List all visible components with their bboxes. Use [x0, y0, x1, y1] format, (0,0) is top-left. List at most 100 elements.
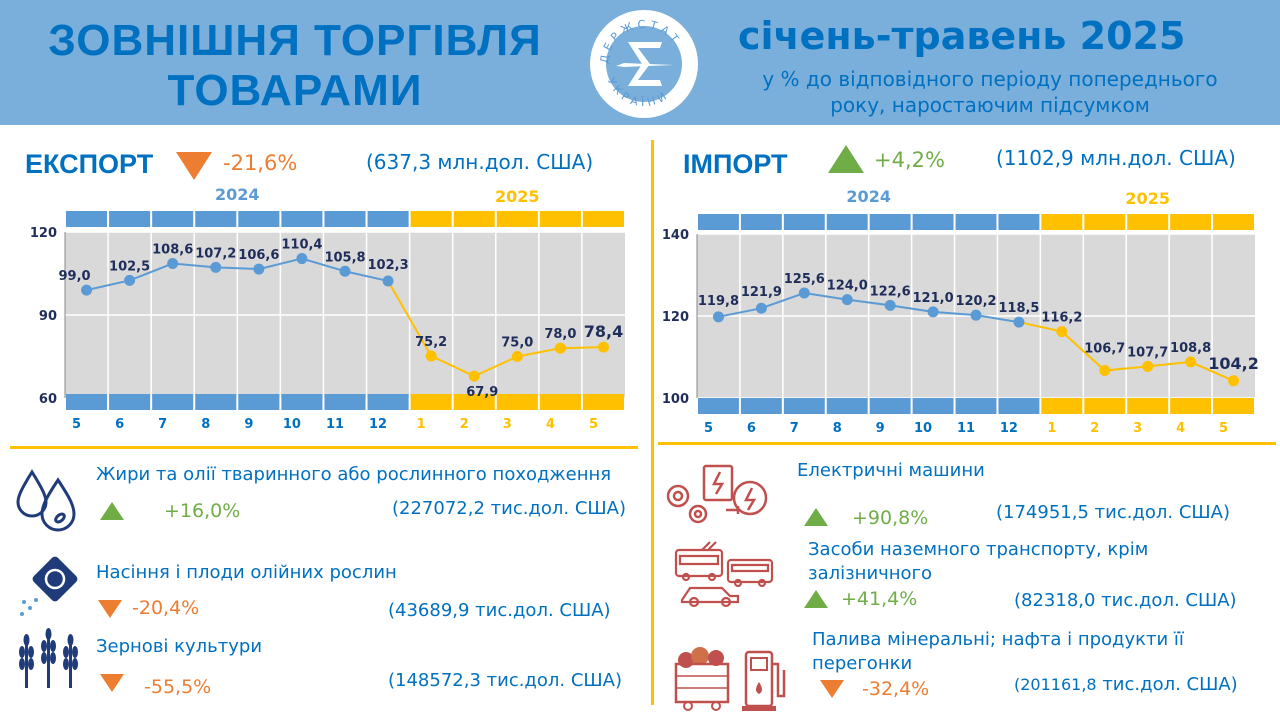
data-point — [1142, 360, 1154, 372]
up-arrow-icon — [804, 508, 828, 526]
item-name-line1: Засоби наземного транспорту, крім — [808, 539, 1149, 560]
month-band-top — [324, 211, 366, 227]
data-label: 67,9 — [466, 385, 498, 400]
month-band-bottom — [453, 394, 495, 410]
data-label: 105,8 — [324, 250, 365, 265]
month-band-top — [152, 211, 194, 227]
month-band-top — [912, 214, 954, 230]
data-point — [253, 263, 265, 275]
data-point — [597, 341, 609, 353]
data-point — [382, 275, 394, 287]
month-band-top — [238, 211, 280, 227]
data-label: 116,2 — [1041, 311, 1082, 326]
value-unit: тис.дол. США) — [1096, 674, 1238, 695]
data-point — [712, 311, 724, 323]
month-band-top — [955, 214, 997, 230]
subtitle-line1: у % до відповідного періоду попереднього — [762, 67, 1218, 91]
data-point — [1099, 365, 1111, 377]
month-band-bottom — [869, 398, 911, 414]
month-label: 1 — [1047, 421, 1056, 436]
month-label: 4 — [1176, 421, 1185, 436]
down-arrow-icon — [176, 152, 212, 180]
period-title: січень-травень 2025 — [738, 14, 1186, 58]
data-point — [425, 350, 437, 362]
month-band-bottom — [152, 394, 194, 410]
fuel-icon — [672, 646, 792, 718]
oil-drops-icon — [14, 464, 84, 538]
export-item-name: Насіння і плоди олійних рослин — [96, 562, 397, 583]
import-item-value: (82318,0 тис.дол. США) — [1014, 590, 1237, 611]
y-tick-label: 100 — [662, 392, 689, 407]
data-label: 107,7 — [1127, 345, 1168, 360]
data-point — [511, 351, 523, 362]
export-item-name: Жири та олії тваринного або рослинного п… — [96, 464, 612, 485]
electric-machines-icon — [662, 460, 772, 530]
series-line-2025 — [387, 280, 604, 378]
month-band-top — [109, 211, 151, 227]
month-band-top — [1084, 214, 1126, 230]
import-item-name: Засоби наземного транспорту, крім залізн… — [808, 538, 1148, 586]
series-line-2024 — [718, 292, 1020, 324]
data-point — [468, 370, 480, 382]
month-band-bottom — [496, 394, 538, 410]
data-label: 102,3 — [368, 258, 409, 273]
year-label-2025: 2025 — [495, 187, 540, 206]
month-label: 10 — [914, 421, 932, 436]
month-label: 2 — [1090, 421, 1099, 436]
data-point — [296, 253, 308, 265]
export-item-change: +16,0% — [164, 500, 241, 522]
data-label: 108,8 — [1170, 341, 1211, 356]
data-point — [884, 299, 896, 311]
month-band-bottom — [783, 398, 825, 414]
data-label: 122,6 — [870, 284, 911, 299]
data-point — [167, 258, 179, 270]
y-tick-label: 120 — [662, 310, 689, 325]
data-point — [339, 265, 351, 277]
month-band-bottom — [1127, 398, 1169, 414]
month-band-top — [453, 211, 495, 227]
series-line-2025 — [1018, 321, 1234, 382]
month-label: 11 — [326, 417, 344, 432]
title-line1: ЗОВНІШНЯ ТОРГІВЛЯ — [48, 16, 542, 65]
item-name-line2: перегонки — [812, 653, 913, 674]
month-band-bottom — [1041, 398, 1083, 414]
title-line2: ТОВАРАМИ — [167, 66, 423, 115]
month-label: 4 — [546, 417, 555, 432]
month-band-top — [410, 211, 452, 227]
month-label: 6 — [747, 421, 756, 436]
month-label: 5 — [72, 417, 81, 432]
data-point — [1228, 375, 1240, 387]
data-point — [798, 287, 810, 299]
data-label: 99,0 — [58, 269, 90, 284]
page-title: ЗОВНІШНЯ ТОРГІВЛЯ ТОВАРАМИ — [20, 16, 570, 116]
month-band-top — [496, 211, 538, 227]
month-label: 11 — [957, 421, 975, 436]
item-name-line1: Палива мінеральні; нафта і продукти її — [812, 629, 1184, 650]
month-band-top — [869, 214, 911, 230]
month-band-top — [998, 214, 1040, 230]
derzhstat-logo: ДЕРЖСТАТ УКРАЇНИ — [588, 8, 700, 124]
month-label: 3 — [503, 417, 512, 432]
data-label: 75,2 — [415, 335, 447, 350]
wheat-icon — [14, 622, 84, 692]
data-label: 108,6 — [152, 243, 193, 258]
import-change: +4,2% — [874, 148, 945, 172]
data-point — [81, 284, 93, 296]
month-label: 12 — [1000, 421, 1018, 436]
import-item-change: -32,4% — [862, 678, 930, 700]
export-title: ЕКСПОРТ — [25, 149, 154, 179]
data-label: 118,5 — [998, 301, 1039, 316]
month-label: 12 — [369, 417, 387, 432]
y-tick-label: 60 — [39, 392, 57, 407]
data-label: 125,6 — [784, 272, 825, 287]
month-band-bottom — [740, 398, 782, 414]
month-label: 10 — [283, 417, 301, 432]
import-total: (1102,9 млн.дол. США) — [996, 146, 1236, 170]
month-band-bottom — [195, 394, 237, 410]
year-label-2025: 2025 — [1125, 189, 1170, 208]
down-arrow-icon — [820, 680, 844, 698]
month-band-bottom — [955, 398, 997, 414]
data-label: 104,2 — [1208, 354, 1259, 373]
data-label: 78,0 — [544, 327, 576, 342]
vertical-divider — [651, 140, 654, 705]
